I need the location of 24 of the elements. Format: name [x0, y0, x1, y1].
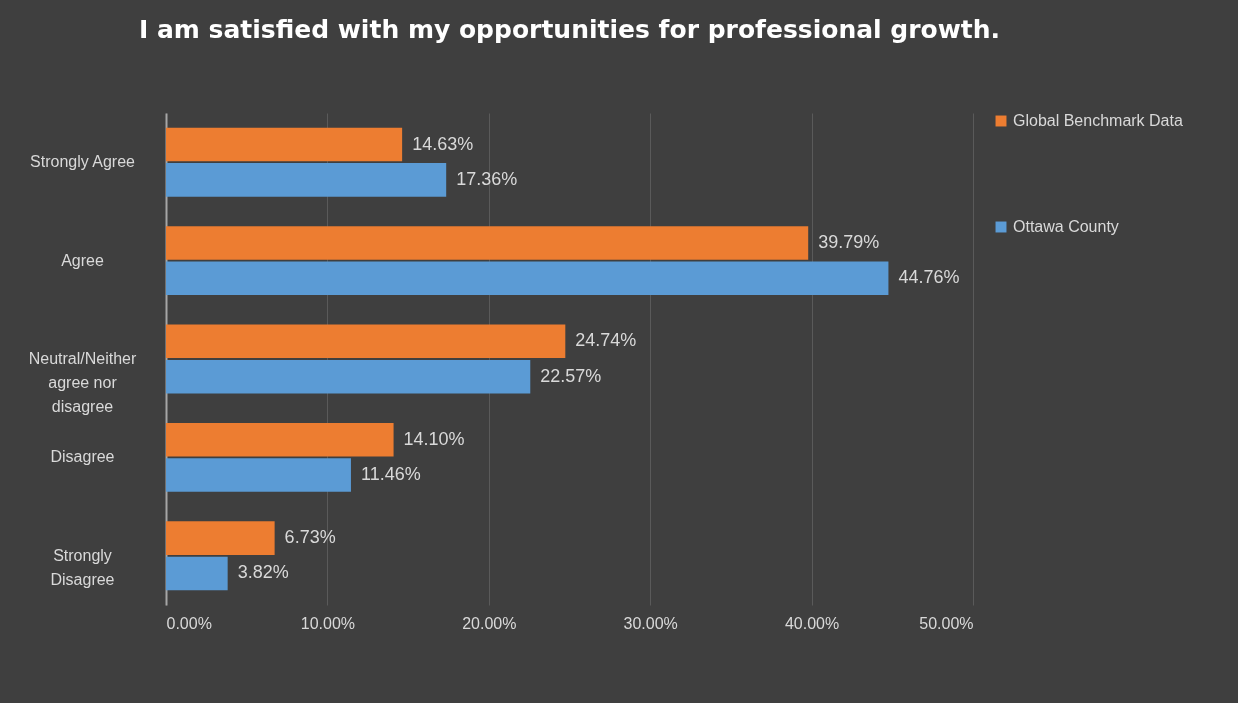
x-tick-label: 50.00%	[919, 614, 974, 632]
data-label: 44.76%	[898, 267, 960, 288]
chart-title: I am satisfied with my opportunities for professional growth.	[138, 15, 1001, 44]
y-tick-label: Strongly Disagree	[50, 546, 115, 588]
legend-label: Global Benchmark Data	[1013, 112, 1183, 129]
data-label: 17.36%	[456, 168, 518, 189]
x-tick-label: 20.00%	[462, 614, 517, 632]
data-label: 22.57%	[540, 365, 602, 386]
legend-label: Ottawa County	[1013, 218, 1119, 235]
x-tick-label: 40.00%	[784, 614, 840, 632]
data-label: 39.79%	[818, 231, 880, 252]
x-tick-label: 10.00%	[300, 614, 356, 632]
data-label: 3.82%	[237, 562, 289, 583]
data-label: 14.10%	[403, 428, 465, 449]
x-tick-label: 30.00%	[623, 614, 678, 632]
data-label: 11.46%	[360, 464, 421, 485]
data-label: 24.74%	[575, 330, 637, 351]
y-tick-label: Strongly Agree	[30, 153, 136, 171]
x-tick-label: 0.00%	[166, 614, 212, 632]
data-label: 6.73%	[284, 527, 336, 548]
y-tick-label: Neutral/Neither agree nor disagree	[28, 350, 137, 415]
y-tick-label: Disagree	[50, 448, 115, 466]
data-label: 14.63%	[412, 133, 474, 154]
y-tick-label: Agree	[61, 251, 104, 269]
